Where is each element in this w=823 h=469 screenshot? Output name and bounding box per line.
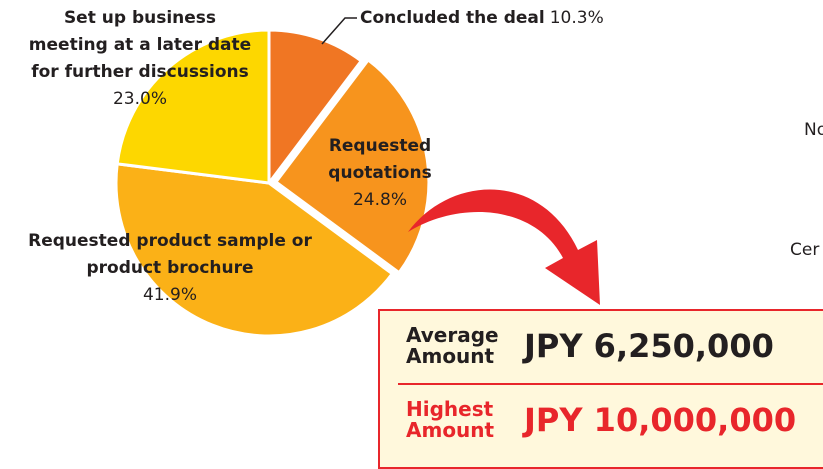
pie-slice: [114, 162, 395, 338]
summary-row: Average Amount JPY 6,250,000: [406, 311, 774, 381]
leader-line: [321, 17, 357, 45]
summary-label: Highest Amount: [406, 397, 495, 442]
summary-row: Highest Amount JPY 10,000,000: [406, 385, 796, 455]
slice-value: 10.3%: [549, 8, 604, 28]
slice-value: 23.0%: [112, 89, 167, 109]
summary-value: JPY 6,250,000: [524, 327, 774, 365]
side-label: Cer: [790, 240, 820, 260]
slice-value: 24.8%: [352, 190, 407, 210]
pie-slice: [115, 28, 271, 185]
pie-slice: [273, 57, 431, 275]
chart: [114, 17, 600, 338]
slice-label: Set up business meeting at a later date …: [25, 5, 255, 113]
pie: [114, 28, 431, 338]
slice-value: 41.9%: [142, 285, 197, 305]
slice-name: Concluded the deal: [360, 8, 545, 28]
slice-name: Requested quotations: [328, 136, 432, 183]
divider: [398, 383, 823, 385]
slice-label: Requested product sample or product broc…: [20, 228, 320, 309]
summary-box: Average Amount JPY 6,250,000 Highest Amoun…: [378, 309, 823, 469]
slice-name: Requested product sample or product broc…: [28, 231, 312, 278]
summary-value: JPY 10,000,000: [524, 401, 797, 439]
slice-label: Requested quotations 24.8%: [305, 133, 455, 214]
side-label: No: [804, 120, 823, 140]
arrow: [408, 189, 600, 305]
slice-name: Set up business meeting at a later date …: [28, 8, 252, 82]
page: {"chart_data": {"type": "pie", "categori…: [20, 5, 823, 469]
pie-slice: [267, 28, 364, 188]
summary-label: Average Amount: [406, 323, 499, 368]
slice-label: Concluded the deal 10.3%: [360, 5, 660, 32]
